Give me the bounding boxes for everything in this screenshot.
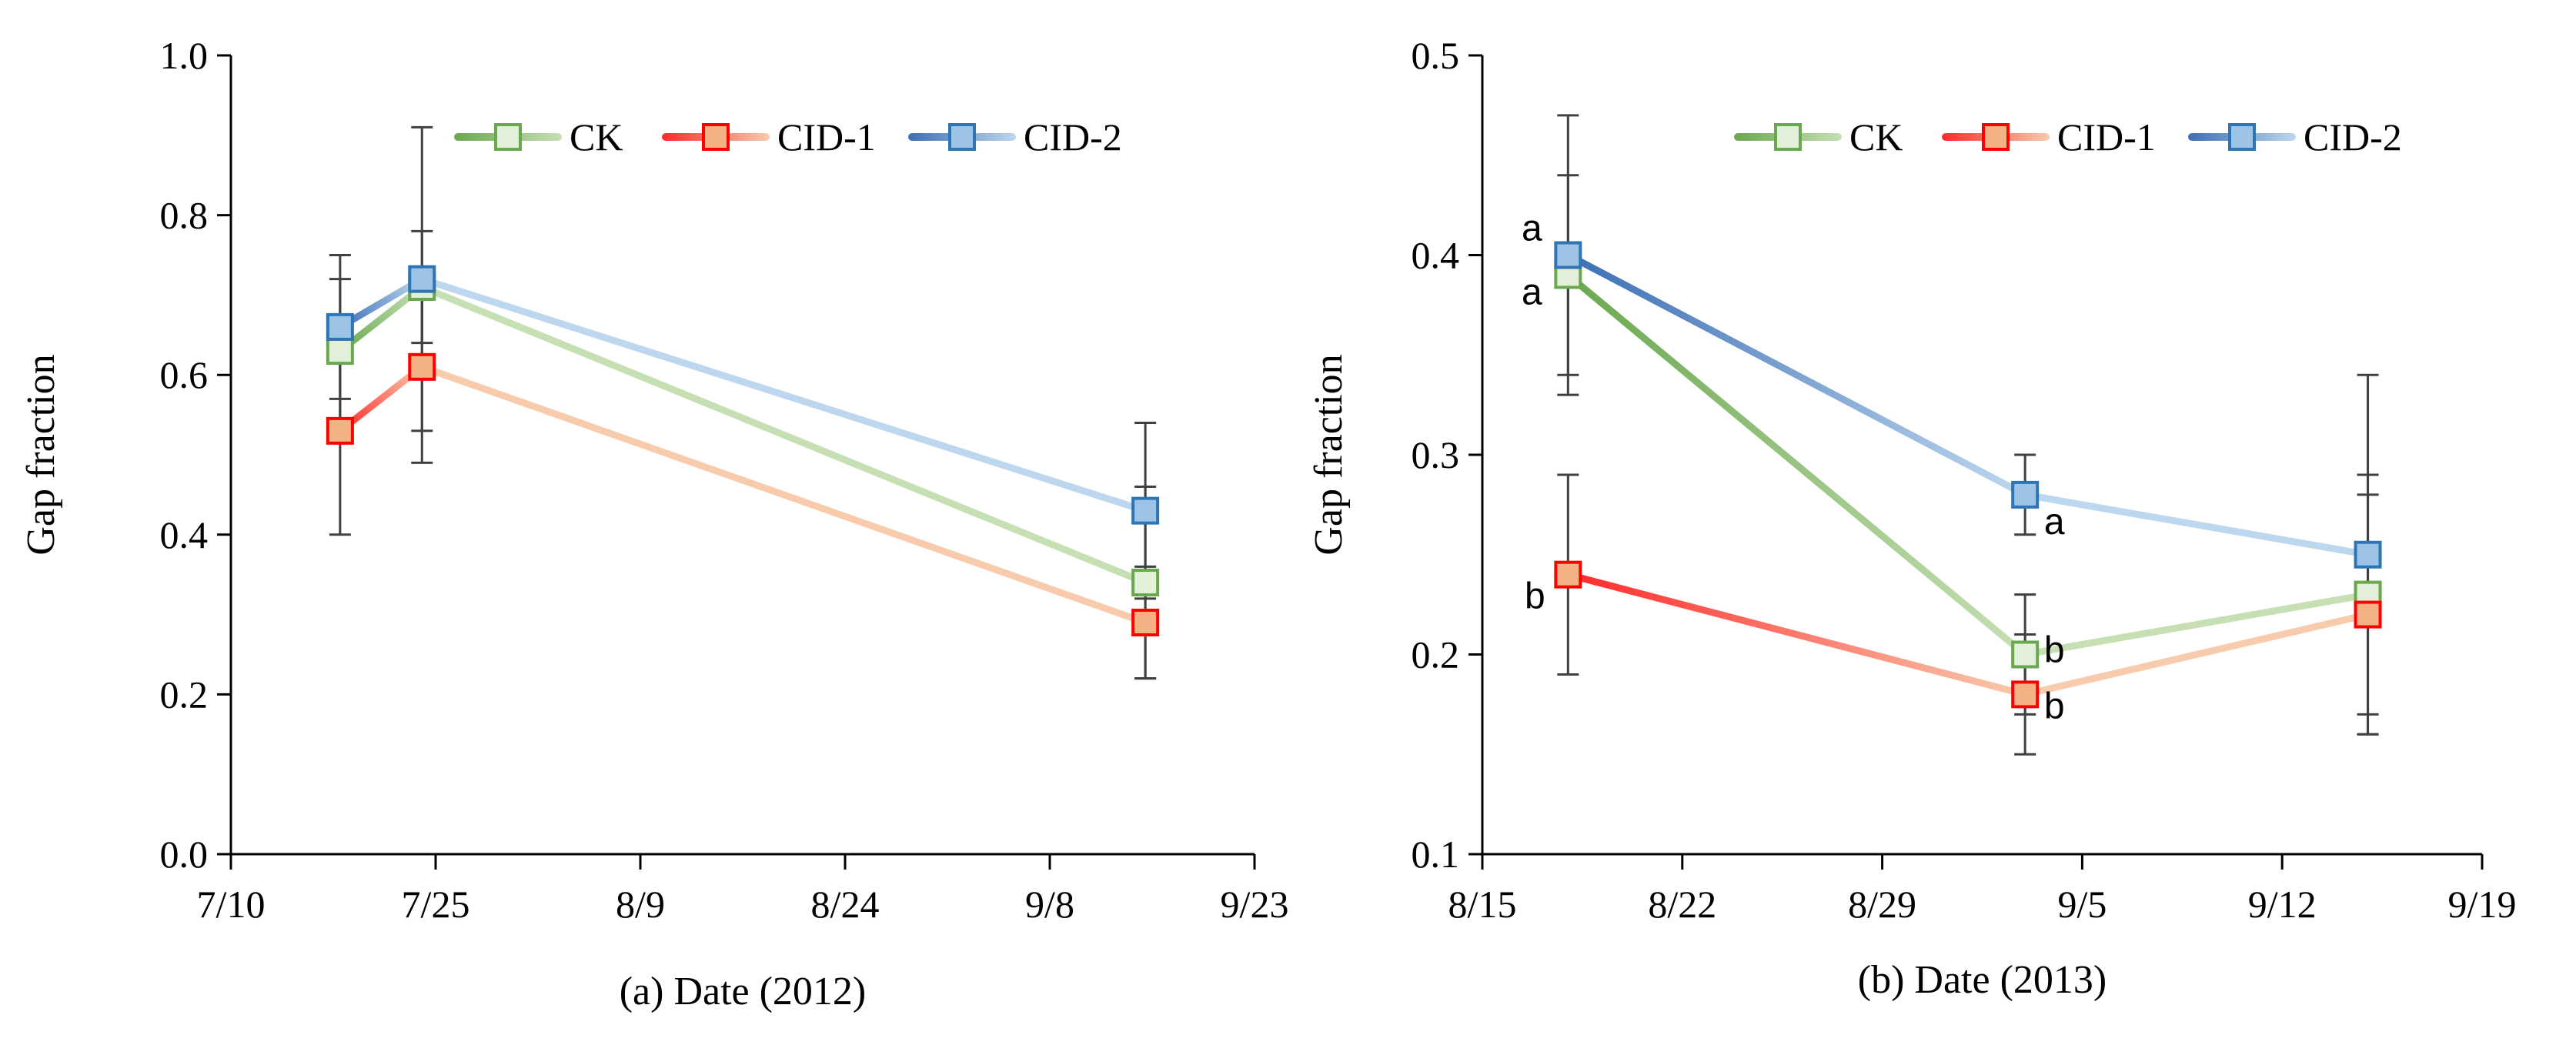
x-axis-label: (a) Date (2012) <box>620 970 867 1013</box>
legend-label-ck: CK <box>1849 115 1903 159</box>
data-point-cid-1 <box>408 352 436 381</box>
legend-marker-cid-2 <box>2228 123 2256 151</box>
significance-label: a <box>1522 209 1542 249</box>
chart-panel-a: 0.0 0.2 0.4 0.6 0.8 1.0 7/10 7/25 8/9 8/24 9/8 9/23… <box>19 34 1288 1013</box>
x-tick-label: 9/23 <box>1221 883 1288 926</box>
x-tick-label: 9/5 <box>2057 883 2107 926</box>
series-line-cid-1 <box>418 363 1149 626</box>
y-tick-label: 0.1 <box>1412 833 1460 876</box>
data-point-cid-1 <box>1554 560 1582 589</box>
y-tick-label: 0.6 <box>160 353 209 396</box>
x-tick-label: 8/29 <box>1848 883 1916 926</box>
y-tick-label: 0.3 <box>1412 433 1460 476</box>
data-point-cid-2 <box>2354 540 2382 569</box>
y-axis-label: Gap fraction <box>19 354 63 555</box>
series-line-ck <box>1564 271 2029 658</box>
legend-marker-cid-1 <box>702 123 730 151</box>
y-axis-label: Gap fraction <box>1307 354 1351 555</box>
data-point-cid-1 <box>2011 680 2040 709</box>
y-tick-label: 0.8 <box>160 194 209 237</box>
legend-label-cid-1: CID-1 <box>2057 115 2156 159</box>
x-tick-label: 8/9 <box>616 883 665 926</box>
series-line-ck <box>418 283 1149 586</box>
legend-label-ck: CK <box>570 115 623 159</box>
x-tick-label: 8/15 <box>1448 883 1517 926</box>
significance-label: b <box>2044 630 2065 671</box>
data-point-cid-2 <box>2011 480 2040 509</box>
series-line-ck <box>2021 591 2372 658</box>
data-point-cid-1 <box>2354 600 2382 629</box>
series-line-cid-1 <box>1564 571 2029 698</box>
data-point-cid-2 <box>1554 241 1582 269</box>
y-tick-label: 0.2 <box>160 673 209 716</box>
legend-marker-cid-1 <box>1982 123 2010 151</box>
x-tick-label: 7/10 <box>197 883 266 926</box>
legend-marker-cid-2 <box>948 123 976 151</box>
x-tick-label: 9/19 <box>2448 883 2517 926</box>
series-line-cid-2 <box>1564 252 2029 499</box>
data-point-ck <box>1131 569 1160 597</box>
legend-marker-ck <box>494 123 522 151</box>
chart-svg-a: 0.0 0.2 0.4 0.6 0.8 1.0 7/10 7/25 8/9 8/24 9/8 9/23… <box>19 34 1288 1013</box>
data-point-cid-1 <box>326 416 354 445</box>
legend-marker-ck <box>1774 123 1802 151</box>
data-point-cid-2 <box>408 265 436 293</box>
data-point-cid-1 <box>1131 608 1160 636</box>
y-tick-label: 1.0 <box>160 34 209 77</box>
data-point-ck <box>2011 640 2040 669</box>
data-point-cid-2 <box>1131 496 1160 525</box>
y-tick-label: 0.4 <box>160 513 209 556</box>
y-tick-label: 0.4 <box>1412 234 1460 277</box>
x-tick-label: 9/8 <box>1025 883 1074 926</box>
data-point-ck <box>326 337 354 366</box>
y-tick-label: 0.5 <box>1412 34 1460 77</box>
chart-panel-b: 0.1 0.2 0.3 0.4 0.5 8/15 8/22 8/29 9/5 9/12 9/19 (b… <box>1288 0 2576 1045</box>
series-line-cid-1 <box>2021 611 2372 698</box>
significance-label: a <box>2044 502 2065 543</box>
x-tick-label: 9/12 <box>2248 883 2317 926</box>
significance-label: a <box>1522 272 1542 312</box>
significance-label: b <box>2044 686 2065 726</box>
legend-label-cid-2: CID-2 <box>2304 115 2402 159</box>
legend-label-cid-2: CID-2 <box>1024 115 1122 159</box>
x-tick-label: 8/24 <box>811 883 880 926</box>
y-tick-label: 0.2 <box>1412 633 1460 676</box>
series-line-cid-2 <box>418 275 1149 515</box>
x-tick-label: 8/22 <box>1648 883 1716 926</box>
legend-label-cid-1: CID-1 <box>777 115 876 159</box>
y-tick-label: 0.0 <box>160 833 209 876</box>
x-axis-label: (b) Date (2013) <box>1858 958 2107 1002</box>
chart-svg-b: 0.1 0.2 0.3 0.4 0.5 8/15 8/22 8/29 9/5 9/12 9/19 (b… <box>1307 34 2517 1002</box>
data-point-cid-2 <box>326 312 354 341</box>
series-line-cid-2 <box>2021 491 2372 559</box>
x-tick-label: 7/25 <box>402 883 470 926</box>
significance-label: b <box>1525 576 1545 617</box>
